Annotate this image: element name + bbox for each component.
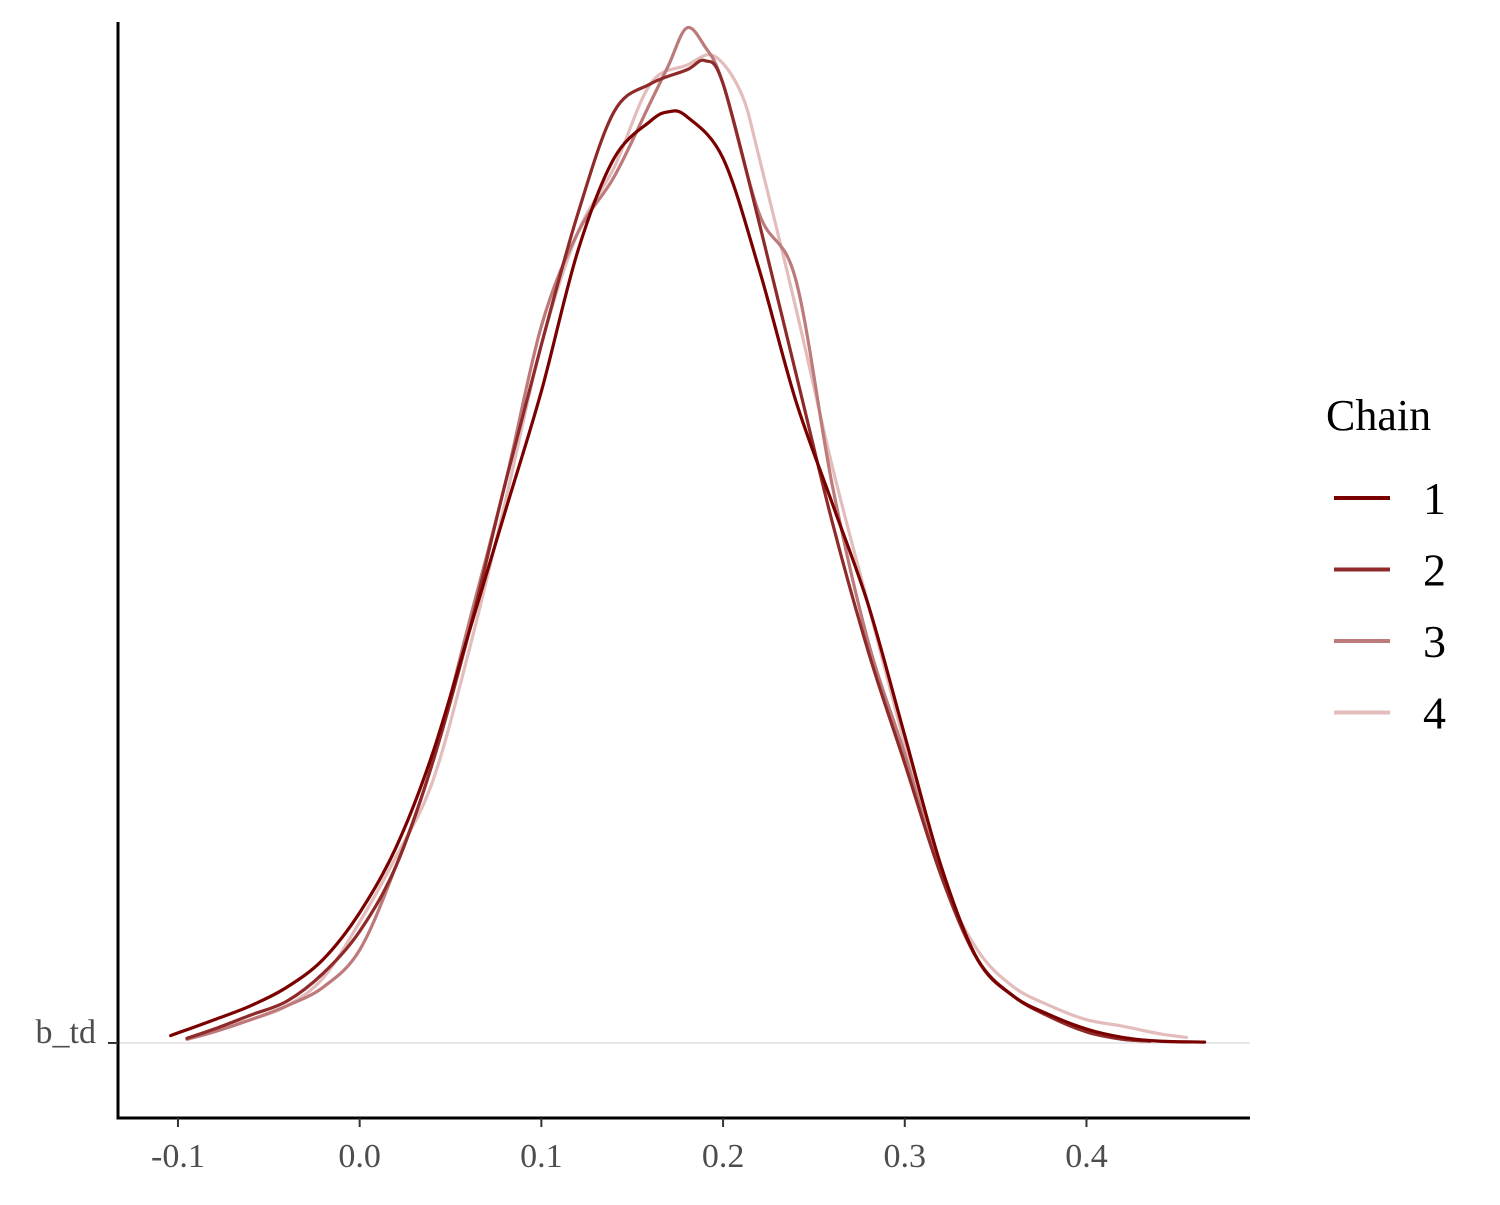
density-line-chain-3	[185, 25, 1152, 1043]
legend-label-chain-1: 1	[1423, 473, 1446, 524]
x-tick-label: 0.1	[520, 1138, 563, 1175]
x-tick-label: 0.3	[884, 1138, 927, 1175]
series-layer	[169, 25, 1207, 1044]
y-tick-label: b_td	[36, 1014, 96, 1051]
legend-label-chain-4: 4	[1423, 688, 1446, 739]
legend: Chain 1 2 3 4	[1326, 391, 1446, 739]
legend-title: Chain	[1326, 391, 1431, 440]
legend-entries: 1 2 3 4	[1334, 473, 1446, 739]
x-tick-label: 0.2	[702, 1138, 745, 1175]
x-axis-ticks: -0.1 0.0 0.1 0.2 0.3 0.4	[151, 1118, 1108, 1175]
x-tick-label: 0.4	[1065, 1138, 1108, 1175]
x-tick-label: 0.0	[338, 1138, 381, 1175]
y-axis-ticks: b_td	[36, 1014, 118, 1051]
legend-label-chain-2: 2	[1423, 545, 1446, 596]
x-tick-label: -0.1	[151, 1138, 205, 1175]
density-line-chain-4	[185, 53, 1188, 1040]
density-line-chain-1	[169, 109, 1207, 1044]
density-line-chain-2	[185, 58, 1152, 1043]
legend-label-chain-3: 3	[1423, 616, 1446, 667]
